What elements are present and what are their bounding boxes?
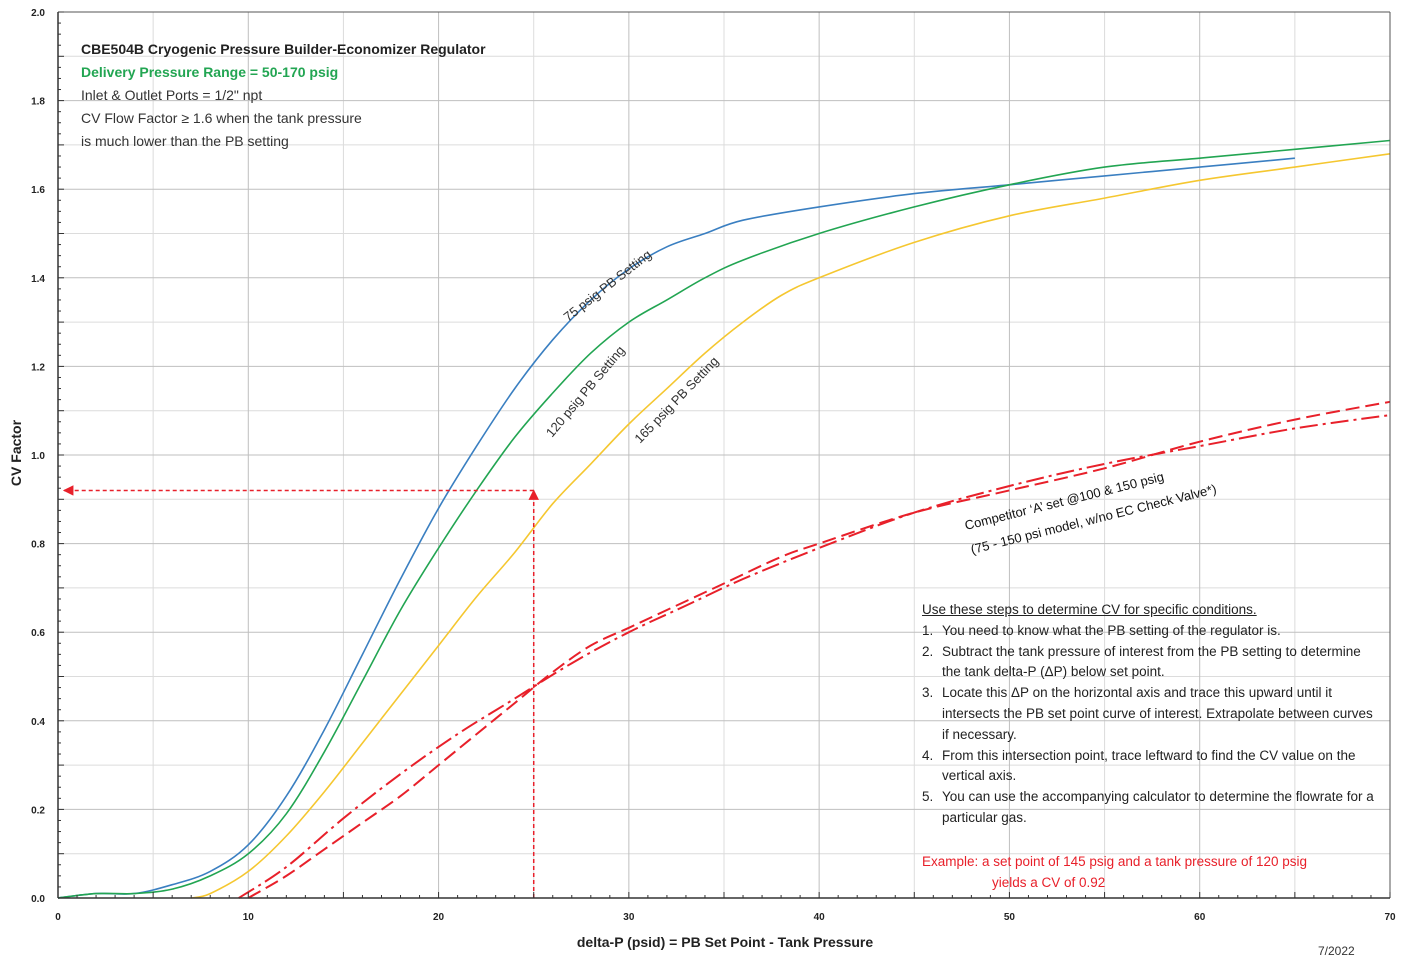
- x-tick-label: 70: [1384, 912, 1396, 923]
- example-note: Example: a set point of 145 psig and a t…: [922, 851, 1392, 893]
- series-label-75-psig: 75 psig PB Setting: [561, 247, 655, 325]
- step-item: 4. From this intersection point, trace le…: [922, 746, 1382, 788]
- delivery-pressure-range: Delivery Pressure Range = 50-170 psig: [81, 64, 339, 80]
- step-text: Locate this ΔP on the horizontal axis an…: [942, 685, 1373, 742]
- step-text: Subtract the tank pressure of interest f…: [942, 643, 1361, 680]
- x-tick-label: 20: [433, 912, 445, 923]
- instructions: Use these steps to determine CV for spec…: [922, 600, 1382, 829]
- example-line-2: yields a CV of 0.92: [992, 875, 1106, 890]
- x-tick-label: 0: [55, 912, 61, 923]
- y-tick-label: 0.6: [31, 628, 45, 639]
- y-tick-label: 0.8: [31, 540, 45, 551]
- step-number: 5.: [922, 789, 934, 805]
- cv-note-line-2: is much lower than the PB setting: [81, 133, 289, 149]
- y-tick-label: 1.8: [31, 97, 45, 108]
- y-axis-title: CV Factor: [8, 419, 24, 486]
- step-text: From this intersection point, trace left…: [942, 747, 1356, 784]
- x-tick-label: 30: [623, 912, 635, 923]
- tick-labels: 0 10 20 30 40 50 60 70 0.0 0.2 0.4 0.6 0.8 1.0 1.2 1.4 1…: [31, 8, 1396, 923]
- x-axis-title: delta-P (psid) = PB Set Point - Tank Pre…: [577, 934, 873, 950]
- instructions-heading: Use these steps to determine CV for spec…: [922, 602, 1257, 617]
- step-number: 3.: [922, 685, 934, 701]
- y-tick-label: 0.2: [31, 805, 45, 816]
- x-tick-label: 50: [1004, 912, 1016, 923]
- cv-note-line-1: CV Flow Factor ≥ 1.6 when the tank press…: [81, 110, 362, 126]
- series-line-120-psig: [57, 139, 1391, 899]
- step-item: 1. You need to know what the PB setting o…: [922, 621, 1382, 642]
- series-label-165-psig: 165 psig PB Setting: [631, 354, 721, 447]
- port-size: Inlet & Outlet Ports = 1/2" npt: [81, 87, 263, 103]
- y-tick-label: 1.4: [31, 274, 45, 285]
- x-tick-label: 10: [243, 912, 255, 923]
- step-text: You need to know what the PB setting of …: [942, 622, 1281, 638]
- y-tick-label: 1.2: [31, 362, 45, 373]
- step-number: 4.: [922, 747, 934, 763]
- y-tick-label: 2.0: [31, 8, 45, 19]
- step-number: 1.: [922, 622, 934, 638]
- data-curves: [57, 139, 1391, 899]
- step-number: 2.: [922, 643, 934, 659]
- product-info: CBE504B Cryogenic Pressure Builder-Econo…: [81, 38, 486, 153]
- y-tick-label: 0.4: [31, 717, 45, 728]
- revision-date: 7/2022: [1318, 944, 1355, 958]
- step-text: You can use the accompanying calculator …: [942, 789, 1374, 825]
- series-line-competitor-a: [238, 414, 1391, 899]
- axes: [57, 11, 1391, 899]
- series-line-competitor-model: [247, 400, 1391, 899]
- example-trace: [62, 485, 539, 898]
- example-line-1: Example: a set point of 145 psig and a t…: [922, 854, 1307, 869]
- step-item: 3. Locate this ΔP on the horizontal axis …: [922, 683, 1382, 745]
- x-tick-label: 60: [1194, 912, 1206, 923]
- y-tick-label: 1.0: [31, 451, 45, 462]
- step-item: 2. Subtract the tank pressure of interest…: [922, 642, 1382, 684]
- y-tick-label: 0.0: [31, 894, 45, 905]
- y-tick-label: 1.6: [31, 185, 45, 196]
- series-line-75-psig: [57, 157, 1295, 899]
- x-tick-label: 40: [814, 912, 826, 923]
- product-title: CBE504B Cryogenic Pressure Builder-Econo…: [81, 41, 486, 57]
- series-line-165-psig: [191, 153, 1391, 899]
- step-item: 5. You can use the accompanying calculato…: [922, 787, 1382, 829]
